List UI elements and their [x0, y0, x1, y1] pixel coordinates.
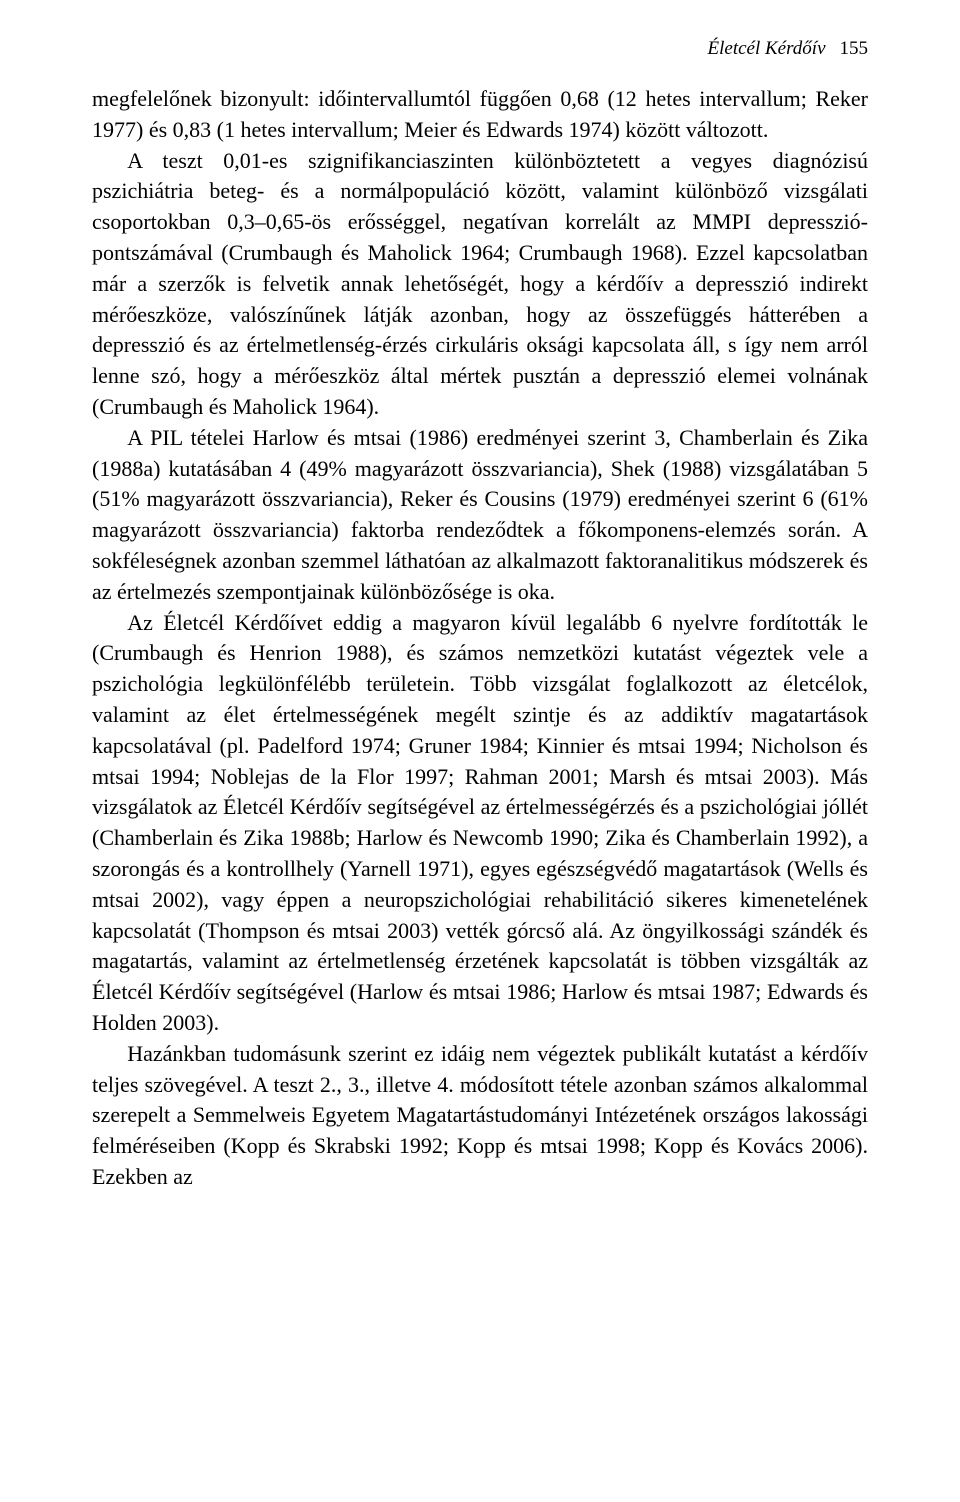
- paragraph: Az Életcél Kérdőívet eddig a magyaron kí…: [92, 608, 868, 1039]
- paragraph: A teszt 0,01-es szignifikanciaszinten kü…: [92, 146, 868, 423]
- paragraph: A PIL tételei Harlow és mtsai (1986) ere…: [92, 423, 868, 608]
- page-number: 155: [840, 38, 869, 60]
- running-head: Életcél Kérdőív 155: [92, 38, 868, 60]
- paragraph: megfelelőnek bizonyult: időintervallumtó…: [92, 84, 868, 146]
- running-title: Életcél Kérdőív: [708, 38, 826, 60]
- paragraph: Hazánkban tudomásunk szerint ez idáig ne…: [92, 1039, 868, 1193]
- body-text: megfelelőnek bizonyult: időintervallumtó…: [92, 84, 868, 1193]
